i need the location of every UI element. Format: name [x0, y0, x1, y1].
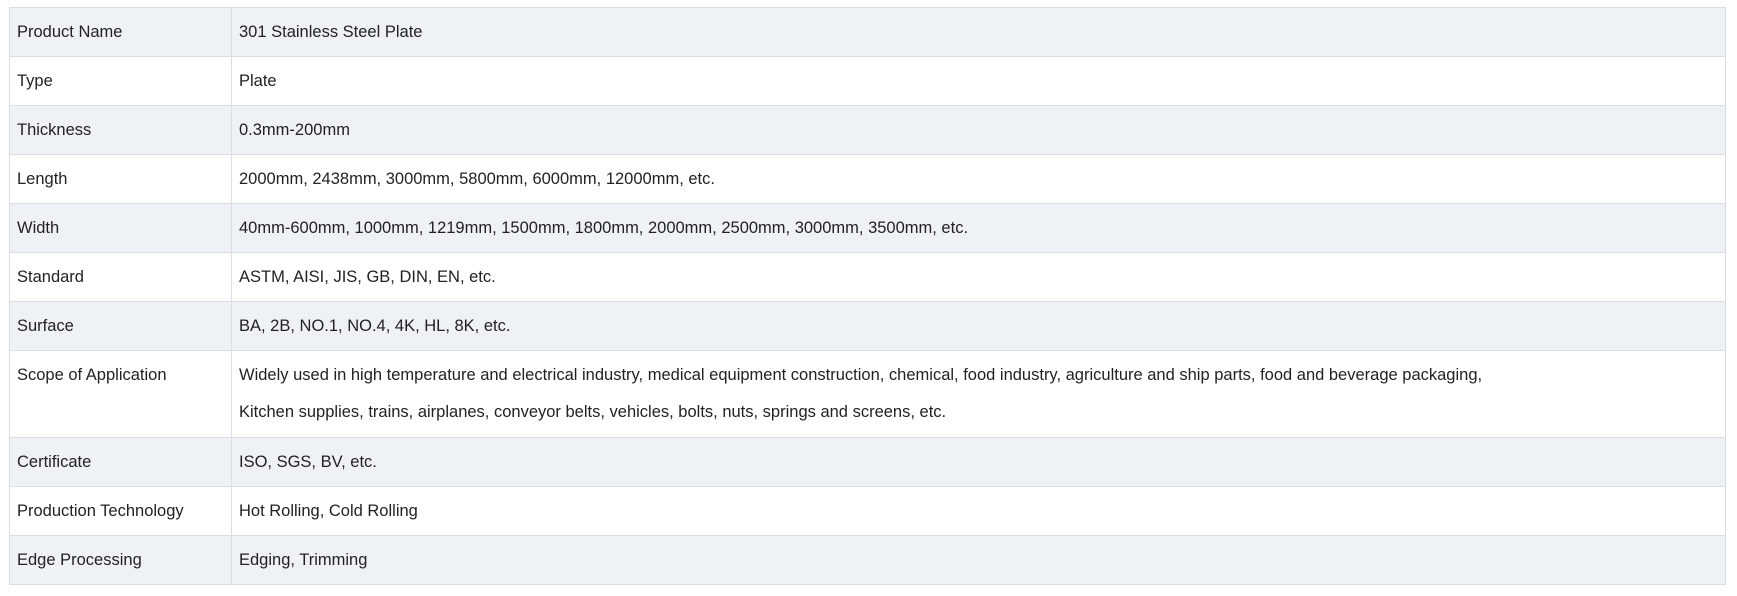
- row-value: ASTM, AISI, JIS, GB, DIN, EN, etc.: [231, 252, 1726, 302]
- row-label: Standard: [9, 252, 232, 302]
- table-row: Width 40mm-600mm, 1000mm, 1219mm, 1500mm…: [9, 203, 1726, 253]
- row-label: Type: [9, 56, 232, 106]
- product-spec-table: Product Name 301 Stainless Steel Plate T…: [9, 7, 1726, 585]
- row-value: 40mm-600mm, 1000mm, 1219mm, 1500mm, 1800…: [231, 203, 1726, 253]
- table-row: Product Name 301 Stainless Steel Plate: [9, 7, 1726, 57]
- table-row: Certificate ISO, SGS, BV, etc.: [9, 437, 1726, 487]
- value-line: Widely used in high temperature and elec…: [239, 366, 1483, 384]
- row-value: Hot Rolling, Cold Rolling: [231, 486, 1726, 536]
- table-row: Edge Processing Edging, Trimming: [9, 535, 1726, 585]
- row-label: Production Technology: [9, 486, 232, 536]
- table-row: Production Technology Hot Rolling, Cold …: [9, 486, 1726, 536]
- row-value: 0.3mm-200mm: [231, 105, 1726, 155]
- row-value: Edging, Trimming: [231, 535, 1726, 585]
- row-value: BA, 2B, NO.1, NO.4, 4K, HL, 8K, etc.: [231, 301, 1726, 351]
- row-label: Certificate: [9, 437, 232, 487]
- row-value: 2000mm, 2438mm, 3000mm, 5800mm, 6000mm, …: [231, 154, 1726, 204]
- row-label: Width: [9, 203, 232, 253]
- row-label: Surface: [9, 301, 232, 351]
- table-row: Standard ASTM, AISI, JIS, GB, DIN, EN, e…: [9, 252, 1726, 302]
- row-value: 301 Stainless Steel Plate: [231, 7, 1726, 57]
- value-line: Kitchen supplies, trains, airplanes, con…: [239, 403, 947, 421]
- row-value: Widely used in high temperature and elec…: [231, 350, 1726, 438]
- row-label: Product Name: [9, 7, 232, 57]
- row-value: Plate: [231, 56, 1726, 106]
- table-row: Surface BA, 2B, NO.1, NO.4, 4K, HL, 8K, …: [9, 301, 1726, 351]
- row-label: Edge Processing: [9, 535, 232, 585]
- row-value: ISO, SGS, BV, etc.: [231, 437, 1726, 487]
- table-row: Type Plate: [9, 56, 1726, 106]
- row-label: Scope of Application: [9, 350, 232, 438]
- table-row: Length 2000mm, 2438mm, 3000mm, 5800mm, 6…: [9, 154, 1726, 204]
- row-label: Length: [9, 154, 232, 204]
- row-label: Thickness: [9, 105, 232, 155]
- table-row: Scope of Application Widely used in high…: [9, 350, 1726, 438]
- table-row: Thickness 0.3mm-200mm: [9, 105, 1726, 155]
